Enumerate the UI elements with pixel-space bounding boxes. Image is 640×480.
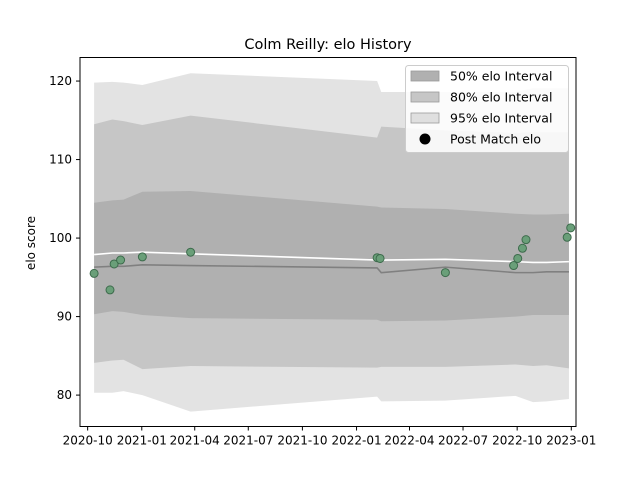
- x-tick-label: 2022-04: [384, 434, 434, 448]
- legend: 50% elo Interval 80% elo Interval 95% elo …: [405, 65, 569, 153]
- y-tick-label: 80: [57, 388, 72, 402]
- legend-label: 50% elo Interval: [450, 69, 552, 84]
- legend-swatch: [410, 112, 440, 124]
- post-match-point: [517, 243, 527, 253]
- median-line: [94, 263, 569, 274]
- post-match-points: [89, 223, 576, 295]
- x-tick-label: 2022-01: [331, 434, 381, 448]
- legend-label: 80% elo Interval: [450, 90, 552, 105]
- y-tick-label: 120: [49, 74, 72, 88]
- post-match-point: [116, 255, 126, 265]
- legend-marker: [419, 133, 431, 145]
- x-tick-label: 2021-07: [223, 434, 273, 448]
- legend-swatch: [410, 70, 440, 82]
- plot-frame: [79, 57, 577, 427]
- legend-label: Post Match elo: [450, 132, 541, 147]
- legend-swatch: [410, 91, 440, 103]
- post-match-point: [105, 285, 115, 295]
- post-match-point: [562, 232, 572, 242]
- x-tick-label: 2021-01: [117, 434, 167, 448]
- x-tick-label: 2022-10: [492, 434, 542, 448]
- y-axis-label: elo score: [24, 216, 38, 270]
- x-tick-label: 2023-01: [546, 434, 596, 448]
- chart-title: Colm Reilly: elo History: [244, 37, 412, 53]
- x-tick-label: 2021-10: [277, 434, 327, 448]
- x-tick-label: 2020-10: [63, 434, 113, 448]
- post-match-point: [566, 223, 576, 233]
- x-axis-ticks: 2020-10 2021-01 2021-04 2021-07 2021-10 2022-…: [63, 426, 596, 448]
- post-match-point: [375, 253, 385, 263]
- post-match-point: [509, 261, 519, 271]
- interval-bands: [94, 73, 569, 412]
- y-tick-label: 110: [49, 153, 72, 167]
- post-match-point: [513, 253, 523, 263]
- legend-box: [405, 65, 569, 153]
- x-tick-label: 2021-04: [170, 434, 220, 448]
- legend-label: 95% elo Interval: [450, 111, 552, 126]
- y-axis-ticks: 80 90 100 110 120: [49, 74, 80, 402]
- x-tick-label: 2022-07: [438, 434, 488, 448]
- post-match-point: [89, 268, 99, 278]
- post-match-point: [109, 259, 119, 269]
- post-match-point: [440, 268, 450, 278]
- y-tick-label: 90: [57, 310, 72, 324]
- post-match-point: [137, 252, 147, 262]
- post-match-point: [186, 247, 196, 257]
- y-tick-label: 100: [49, 231, 72, 245]
- post-match-point: [521, 235, 531, 245]
- band-50: [94, 190, 569, 322]
